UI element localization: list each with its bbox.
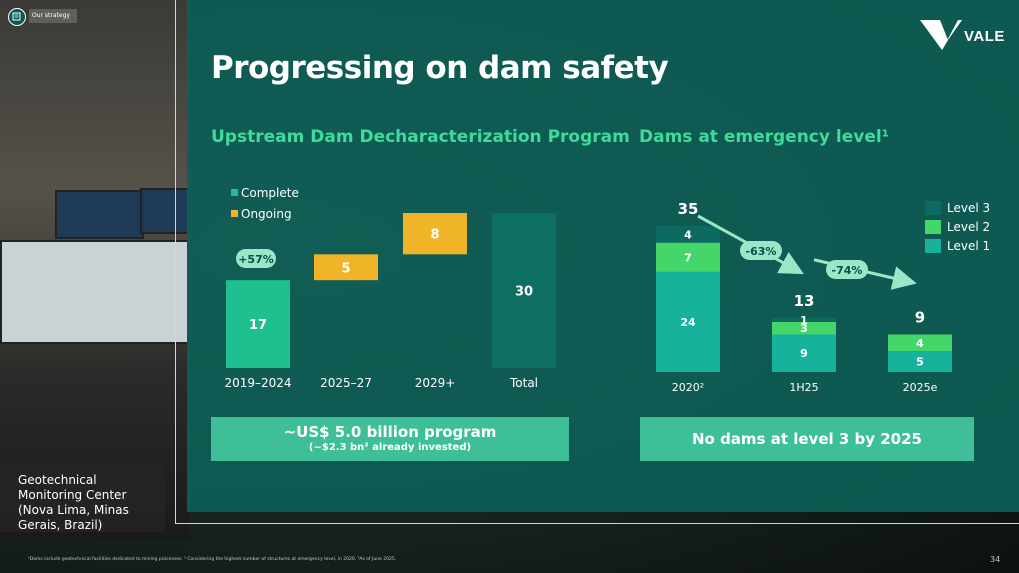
program-box: ~US$ 5.0 billion program (~$2.3 bn² alre… bbox=[211, 417, 569, 461]
bar-segment-level2 bbox=[772, 321, 836, 335]
segment-value-label: 3 bbox=[800, 322, 808, 335]
segment-value-label: 4 bbox=[916, 337, 924, 350]
page-number: 34 bbox=[990, 555, 1001, 564]
bar-complete bbox=[226, 280, 290, 368]
legend-swatch bbox=[925, 239, 941, 253]
legend-ongoing: Ongoing bbox=[231, 207, 292, 221]
legend-swatch bbox=[231, 210, 238, 217]
x-tick-label: 2019–2024 bbox=[224, 376, 291, 390]
legend-label: Level 2 bbox=[947, 220, 991, 234]
total-label: 9 bbox=[915, 308, 925, 326]
level3-box-main: No dams at level 3 by 2025 bbox=[691, 430, 922, 448]
program-box-main: ~US$ 5.0 billion program bbox=[283, 423, 497, 441]
change-badge-label: -63% bbox=[746, 245, 777, 258]
bar-segment-level3 bbox=[656, 226, 720, 243]
program-box-sub: (~$2.3 bn² already invested) bbox=[308, 442, 472, 453]
bar-ongoing bbox=[403, 213, 467, 255]
bar-segment-level3 bbox=[772, 317, 836, 322]
bar-segment-level1 bbox=[772, 334, 836, 372]
x-tick-label: 2025e bbox=[903, 381, 938, 394]
legend-swatch bbox=[925, 201, 941, 215]
bar-value-label: 30 bbox=[515, 285, 533, 300]
total-label: 13 bbox=[794, 292, 815, 310]
change-badge-label: +57% bbox=[238, 253, 274, 266]
legend-swatch bbox=[231, 189, 238, 196]
total-label: 35 bbox=[678, 200, 699, 218]
legend-label: Level 1 bbox=[947, 239, 991, 253]
bar-value-label: 17 bbox=[249, 318, 267, 333]
legend-level1: Level 1 bbox=[925, 239, 990, 253]
segment-value-label: 5 bbox=[916, 356, 924, 369]
bar-total bbox=[492, 213, 556, 368]
x-tick-label: 2029+ bbox=[415, 376, 456, 390]
legend-label: Ongoing bbox=[241, 207, 292, 221]
change-badge-bg bbox=[236, 249, 276, 268]
x-tick-label: 1H25 bbox=[789, 381, 818, 394]
level3-box: No dams at level 3 by 2025 bbox=[640, 417, 974, 461]
segment-value-label: 4 bbox=[684, 228, 692, 241]
bar-ongoing bbox=[314, 254, 378, 281]
monitoring-center-photo bbox=[0, 0, 192, 540]
change-badge-bg bbox=[740, 241, 782, 260]
footnote: ¹Dams include geotechnical facilities de… bbox=[28, 557, 397, 562]
legend-swatch bbox=[925, 220, 941, 234]
legend-label: Complete bbox=[241, 186, 299, 200]
bar-segment-level2 bbox=[888, 334, 952, 352]
x-tick-label: 2025–27 bbox=[320, 376, 372, 390]
vale-logo bbox=[920, 20, 962, 50]
left-chart-title: Upstream Dam Decharacterization Program bbox=[211, 127, 630, 147]
caption-text: Geotechnical Monitoring Center (Nova Lim… bbox=[18, 473, 129, 532]
legend-complete: Complete bbox=[231, 186, 299, 200]
x-tick-label: 2020² bbox=[672, 381, 704, 394]
bar-segment-level2 bbox=[656, 242, 720, 272]
legend-level3: Level 3 bbox=[925, 201, 990, 215]
bar-value-label: 5 bbox=[341, 261, 350, 276]
segment-value-label: 24 bbox=[680, 316, 696, 329]
bar-value-label: 8 bbox=[430, 228, 439, 243]
frame-line bbox=[175, 0, 176, 524]
change-badge-bg bbox=[826, 260, 868, 279]
legend-label: Level 3 bbox=[947, 201, 991, 215]
x-tick-label: Total bbox=[509, 376, 538, 390]
strategy-icon bbox=[8, 8, 26, 26]
monitor-image bbox=[55, 190, 144, 239]
bar-segment-level1 bbox=[656, 271, 720, 372]
segment-value-label: 9 bbox=[800, 347, 808, 360]
change-badge-label: -74% bbox=[832, 264, 863, 277]
page-title: Progressing on dam safety bbox=[211, 50, 669, 86]
segment-value-label: 7 bbox=[684, 251, 692, 264]
legend-level2: Level 2 bbox=[925, 220, 990, 234]
frame-line bbox=[175, 523, 1019, 524]
bar-segment-level1 bbox=[888, 351, 952, 372]
photo-caption: Geotechnical Monitoring Center (Nova Lim… bbox=[0, 466, 165, 532]
logo-text: VALE bbox=[964, 28, 1005, 45]
section-tag: Our strategy bbox=[29, 9, 77, 23]
segment-value-label: 1 bbox=[800, 314, 808, 327]
right-chart-title: Dams at emergency level¹ bbox=[639, 127, 890, 147]
